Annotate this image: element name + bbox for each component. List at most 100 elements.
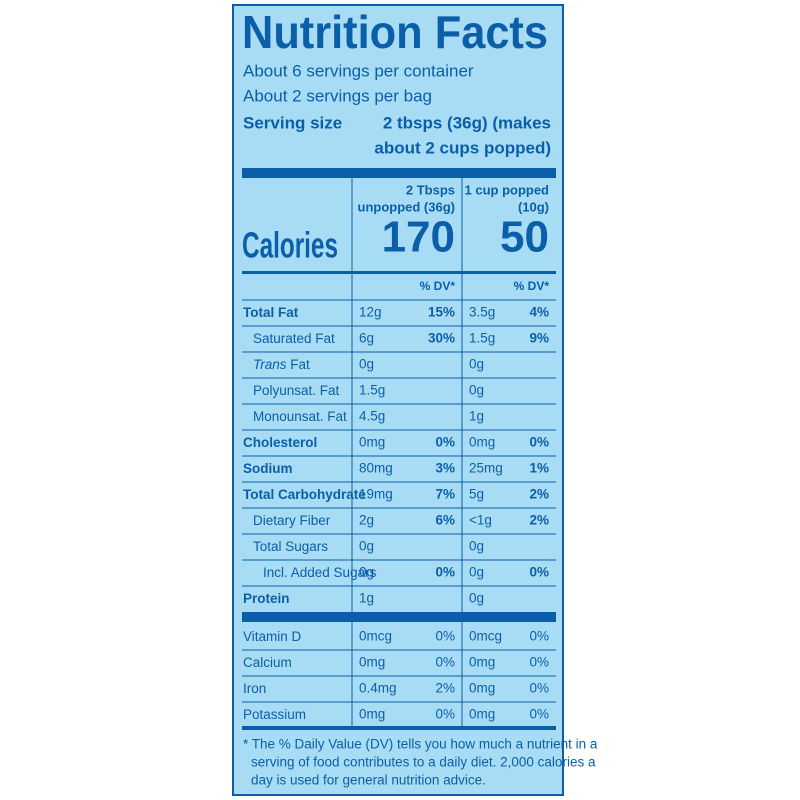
nutrient-name: Potassium xyxy=(243,707,306,722)
nutrient-name-text: Total Carbohydrate xyxy=(243,487,366,502)
amount: 0g xyxy=(469,539,484,554)
amount: 0mg xyxy=(359,707,385,722)
nutrient-name: Total Sugars xyxy=(253,539,328,554)
amount: 80mg xyxy=(359,461,393,476)
daily-value: 6% xyxy=(435,513,455,528)
serving-size-value: 2 tbsps (36g) (makes xyxy=(383,113,551,132)
nutrient-name-text: Dietary Fiber xyxy=(253,513,331,528)
daily-value: 0% xyxy=(529,435,549,450)
daily-value: 7% xyxy=(435,487,455,502)
amount: 6g xyxy=(359,331,374,346)
daily-value: 2% xyxy=(529,513,549,528)
nutrient-name-text: Sodium xyxy=(243,461,293,476)
amount: 0g xyxy=(469,565,484,580)
amount: 0g xyxy=(469,591,484,606)
nutrient-name: Vitamin D xyxy=(243,629,302,644)
nutrient-name: Calcium xyxy=(243,655,292,670)
nutrient-name-text: Total Sugars xyxy=(253,539,328,554)
daily-value: 2% xyxy=(529,487,549,502)
daily-value: 3% xyxy=(435,461,455,476)
daily-value: 15% xyxy=(428,305,455,320)
label-panel xyxy=(232,4,564,796)
nutrient-name-text: Iron xyxy=(243,681,266,696)
amount: 2g xyxy=(359,513,374,528)
amount: 3.5g xyxy=(469,305,495,320)
amount: 0mg xyxy=(469,435,495,450)
nutrient-name: Monounsat. Fat xyxy=(253,409,347,424)
daily-value: 30% xyxy=(428,331,455,346)
nutrient-name: Total Fat xyxy=(243,305,299,320)
servings: About 6 servings per container xyxy=(243,61,474,80)
amount: 0g xyxy=(359,539,374,554)
nutrient-name-text: Calcium xyxy=(243,655,292,670)
amount: 1g xyxy=(469,409,484,424)
nutrient-name-text: Potassium xyxy=(243,707,306,722)
nutrient-name-text: Cholesterol xyxy=(243,435,317,450)
amount: 0mg xyxy=(469,707,495,722)
nutrient-name-text: Total Fat xyxy=(243,305,299,320)
nutrient-name-text: Monounsat. Fat xyxy=(253,409,347,424)
nutrient-name-text: Fat xyxy=(290,357,310,372)
nutrient-name: Iron xyxy=(243,681,266,696)
amount: 0mg xyxy=(359,655,385,670)
amount: 0g xyxy=(469,383,484,398)
nutrient-name-text: Incl. Added Sugars xyxy=(263,565,377,580)
daily-value: 0% xyxy=(529,655,549,670)
servings: About 2 servings per bag xyxy=(243,86,432,105)
nutrient-name-text: Protein xyxy=(243,591,290,606)
amount: 0mg xyxy=(469,655,495,670)
amount: 0mcg xyxy=(469,629,502,644)
nutrient-name: Sodium xyxy=(243,461,293,476)
dv-header: % DV* xyxy=(514,279,550,293)
nutrient-name: Trans Fat xyxy=(253,357,310,372)
nutrient-name-text: Vitamin D xyxy=(243,629,302,644)
amount: <1g xyxy=(469,513,492,528)
footnote: day is used for general nutrition advice… xyxy=(251,773,486,788)
column-header: 1 cup popped xyxy=(465,182,550,197)
thick-rule xyxy=(242,612,556,622)
daily-value: 1% xyxy=(529,461,549,476)
dv-header: % DV* xyxy=(420,279,456,293)
amount: 0g xyxy=(469,357,484,372)
title: Nutrition Facts xyxy=(242,6,548,58)
footnote: * The % Daily Value (DV) tells you how m… xyxy=(243,737,598,752)
amount: 0g xyxy=(359,357,374,372)
nutrient-name-italic: Trans xyxy=(253,357,287,372)
amount: 12g xyxy=(359,305,382,320)
daily-value: 0% xyxy=(529,707,549,722)
nutrient-name: Cholesterol xyxy=(243,435,317,450)
rule xyxy=(242,726,556,730)
nutrient-name-text: Polyunsat. Fat xyxy=(253,383,340,398)
nutrient-name: Saturated Fat xyxy=(253,331,335,346)
amount: 0.4mg xyxy=(359,681,397,696)
amount: 0mcg xyxy=(359,629,392,644)
column-header: (10g) xyxy=(518,199,549,214)
calories-value: 50 xyxy=(500,213,549,262)
nutrient-name: Incl. Added Sugars xyxy=(263,565,377,580)
amount: 4.5g xyxy=(359,409,385,424)
amount: 5g xyxy=(469,487,484,502)
thick-rule xyxy=(242,168,556,178)
amount: 1g xyxy=(359,591,374,606)
daily-value: 0% xyxy=(529,629,549,644)
daily-value: 0% xyxy=(529,565,549,580)
daily-value: 9% xyxy=(529,331,549,346)
nutrient-name-text: Saturated Fat xyxy=(253,331,335,346)
calories-label: Calories xyxy=(242,225,338,266)
amount: 25mg xyxy=(469,461,503,476)
nutrient-name: Polyunsat. Fat xyxy=(253,383,340,398)
amount: 19mg xyxy=(359,487,393,502)
column-header: 2 Tbsps xyxy=(406,182,455,197)
amount: 0mg xyxy=(359,435,385,450)
amount: 0mg xyxy=(469,681,495,696)
daily-value: 0% xyxy=(435,707,455,722)
amount: 1.5g xyxy=(359,383,385,398)
daily-value: 0% xyxy=(529,681,549,696)
daily-value: 4% xyxy=(529,305,549,320)
serving-size-label: Serving size xyxy=(243,113,342,132)
nutrient-name: Protein xyxy=(243,591,290,606)
daily-value: 0% xyxy=(435,435,455,450)
daily-value: 0% xyxy=(435,565,455,580)
